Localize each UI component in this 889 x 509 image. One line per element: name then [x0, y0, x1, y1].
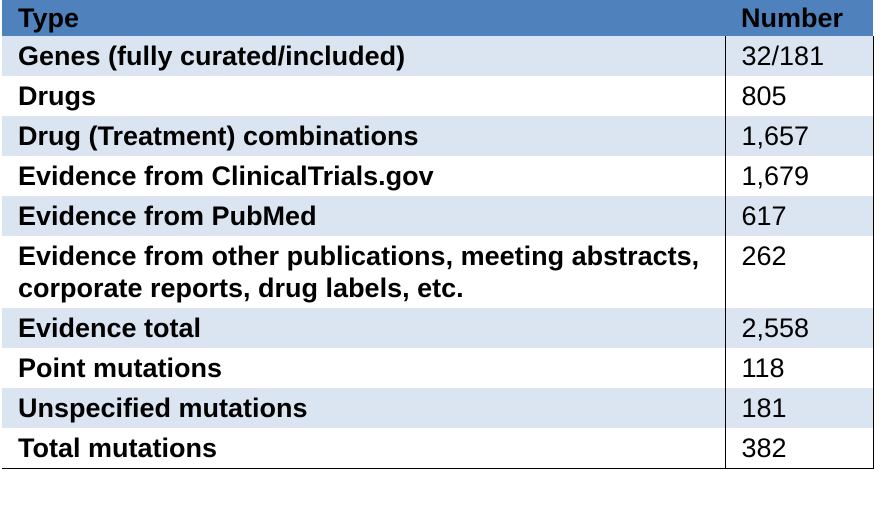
- table-row: Genes (fully curated/included) 32/181: [2, 36, 874, 76]
- number-cell: 118: [724, 348, 874, 388]
- number-cell: 617: [724, 196, 874, 236]
- table-row: Drug (Treatment) combinations 1,657: [2, 116, 874, 156]
- type-cell: Evidence from other publications, meetin…: [18, 241, 700, 303]
- type-cell: Drugs: [18, 81, 97, 111]
- table-row: Drugs 805: [2, 76, 874, 116]
- number-cell: 2,558: [724, 308, 874, 348]
- header-cell: Number: [725, 0, 873, 36]
- header-cell: Type: [2, 0, 725, 36]
- type-cell: Unspecified mutations: [2, 388, 725, 428]
- type-cell: Evidence from PubMed: [2, 196, 725, 236]
- number-cell: 1,657: [724, 116, 874, 156]
- summary-table: Type Number Genes (fully curated/include…: [2, 0, 874, 469]
- table-row: Total mutations 382: [2, 428, 874, 469]
- table-row: Evidence from other publications, meetin…: [2, 236, 874, 308]
- type-cell: Evidence from ClinicalTrials.gov: [18, 161, 434, 191]
- number-cell: 181: [724, 388, 874, 428]
- number-cell: 32/181: [724, 36, 874, 76]
- type-cell: Genes (fully curated/included): [2, 36, 725, 76]
- type-cell: Drug (Treatment) combinations: [2, 116, 725, 156]
- table-row: Unspecified mutations 181: [2, 388, 874, 428]
- table-row: Point mutations 118: [2, 348, 874, 388]
- number-cell: 1,679: [724, 156, 874, 196]
- table-row: Evidence from ClinicalTrials.gov 1,679: [2, 156, 874, 196]
- table-row: Evidence from PubMed 617: [2, 196, 874, 236]
- number-cell: 382: [724, 428, 874, 469]
- type-cell: Point mutations: [18, 353, 222, 383]
- type-cell: Total mutations: [2, 428, 725, 469]
- table-row: Evidence total 2,558: [2, 308, 874, 348]
- table-body: Genes (fully curated/included) 32/181 Drug…: [2, 36, 874, 469]
- number-cell: 262: [724, 236, 874, 308]
- header-row: Type Number: [2, 0, 873, 36]
- type-cell: Evidence total: [2, 308, 725, 348]
- number-cell: 805: [724, 76, 874, 116]
